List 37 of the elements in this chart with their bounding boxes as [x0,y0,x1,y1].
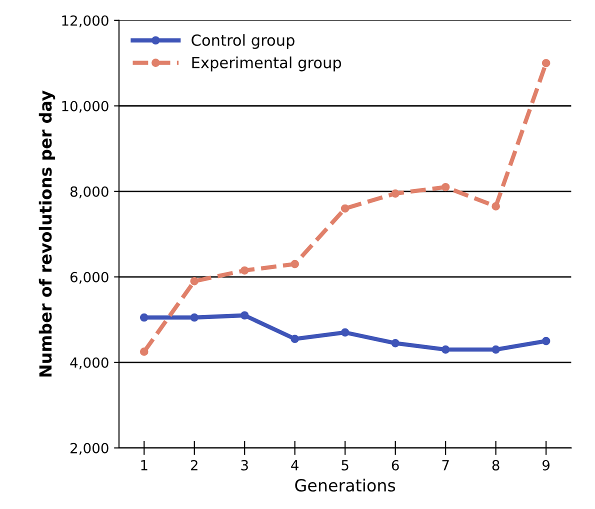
legend-label: Experimental group [192,56,342,72]
point [391,189,400,198]
x-tick-label: 3 [241,460,248,470]
y-tick-label: 6,000 [70,272,108,284]
point [441,182,450,192]
legend-label: Control group [192,34,294,49]
y-tick-label: 8,000 [70,186,108,198]
point [240,311,249,320]
x-tick-label: 5 [342,460,348,470]
y-tick-label: 10,000 [62,100,108,113]
point [542,336,550,346]
point [290,334,300,344]
x-tick-label: 8 [492,460,500,470]
point [391,339,400,348]
point [140,348,148,356]
y-axis-title: Number of revolutions per day [38,90,56,377]
y-tick-label: 12,000 [62,15,108,28]
point [492,345,500,354]
x-tick-label: 1 [141,460,148,470]
x-tick-label: 9 [542,460,550,470]
point [140,313,148,322]
x-tick-label: 7 [442,460,449,470]
x-tick-label: 6 [392,460,399,470]
point [290,260,300,268]
point [542,58,550,68]
y-tick-label: 4,000 [70,357,108,370]
y-tick-label: 2,000 [70,442,108,455]
point [190,313,199,322]
point [492,202,500,211]
x-axis-title: Generations [295,478,396,492]
point [340,204,350,213]
point [190,277,199,286]
point [441,345,450,354]
point [240,266,249,275]
x-tick-label: 4 [291,460,298,470]
x-tick-label: 2 [190,460,198,470]
point [340,328,350,337]
